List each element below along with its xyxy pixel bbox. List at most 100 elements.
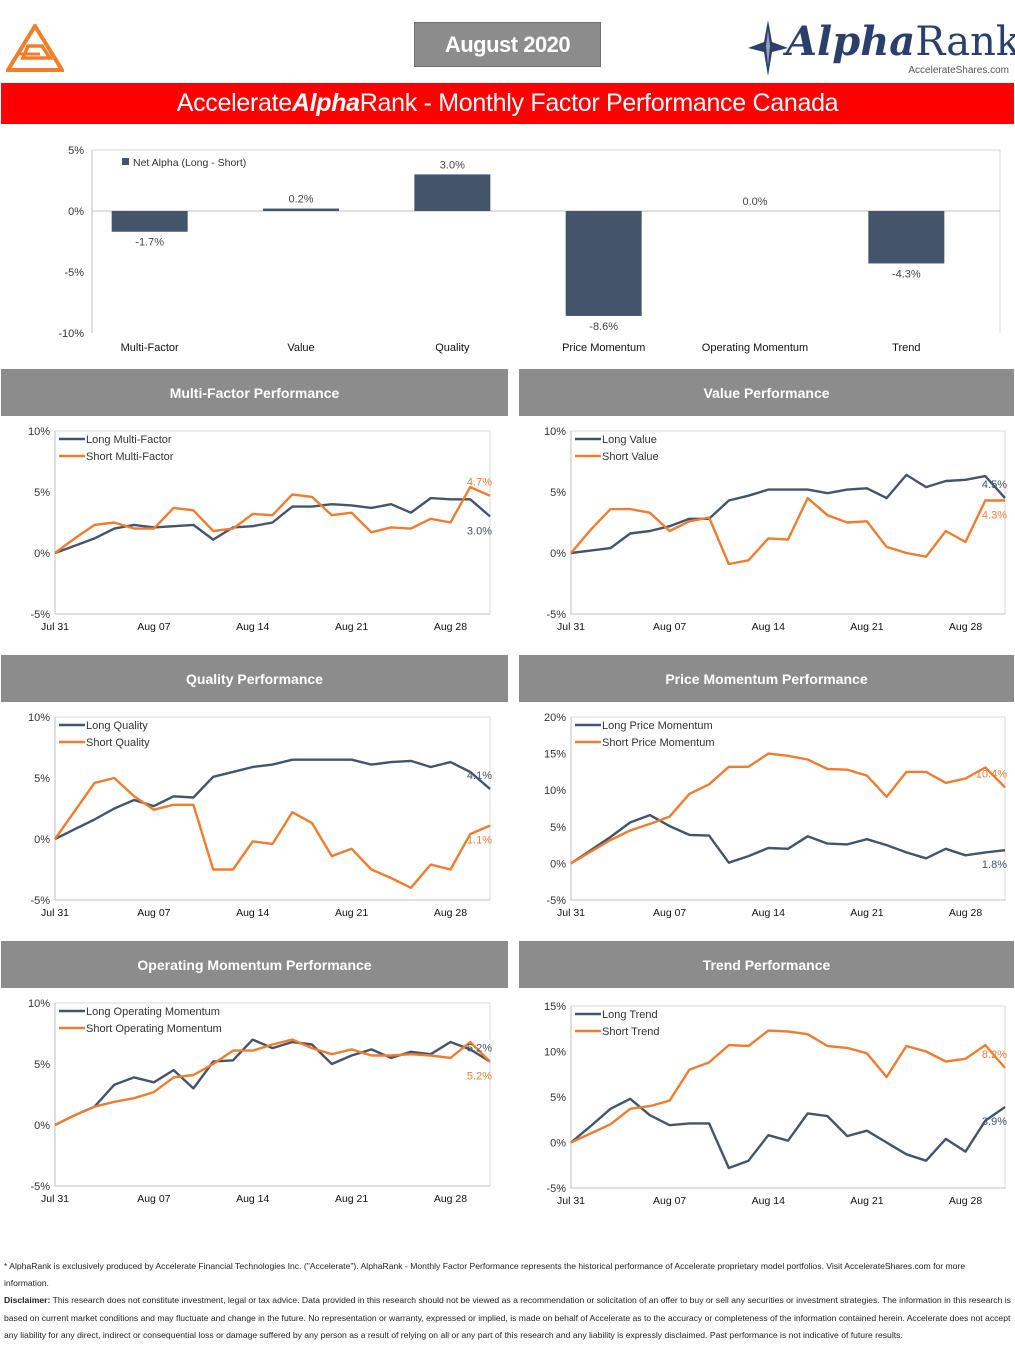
brand-website: AccelerateShares.com: [908, 65, 1009, 76]
series-end-label: 1.8%: [982, 859, 1007, 871]
bar-data-label: 3.0%: [440, 159, 465, 171]
series-line-short-quality: [54, 776, 491, 889]
y-tick-label: -5%: [546, 609, 566, 621]
section-header-price-momentum: Price Momentum Performance: [519, 655, 1014, 702]
y-tick-label: -10%: [58, 328, 84, 340]
bar-multi-factor: [111, 211, 188, 232]
x-tick-label: Aug 14: [236, 1193, 269, 1205]
legend-label: Short Price Momentum: [602, 737, 714, 749]
x-tick-label: Aug 21: [335, 1193, 368, 1205]
y-tick-label: 0%: [68, 206, 84, 218]
y-tick-label: 0%: [550, 548, 566, 560]
bar-data-label: -8.6%: [589, 321, 618, 333]
x-tick-label: Jul 31: [41, 621, 69, 633]
legend-label: Short Multi-Factor: [86, 451, 174, 463]
x-tick-label: Aug 07: [653, 1195, 686, 1207]
accelerate-logo-icon: [6, 24, 64, 72]
trend-line-chart: 15% 10% 5% 0% -5%Jul 31 Aug 07 Aug 14 Aug 21 Aug…: [544, 1001, 1007, 1207]
y-tick-label: 5%: [550, 487, 566, 499]
series-end-label: 8.2%: [982, 1049, 1007, 1061]
legend-label: Long Quality: [86, 720, 148, 732]
title-alpha: Alpha: [291, 89, 360, 117]
bar-quality: [414, 174, 491, 211]
x-tick-label: Aug 21: [335, 907, 368, 919]
series-line-short-multi-factor: [54, 485, 491, 554]
x-tick-label: Aug 14: [236, 907, 269, 919]
series-line-long-quality: [54, 758, 491, 841]
x-tick-label: Aug 07: [653, 621, 686, 633]
series-end-label: 5.2%: [467, 1071, 492, 1083]
legend-label: Short Trend: [602, 1026, 659, 1038]
x-tick-label: Aug 07: [137, 907, 170, 919]
y-tick-label: -5%: [30, 895, 50, 907]
legend-label: Long Price Momentum: [602, 720, 713, 732]
series-line-short-price-momentum: [570, 752, 1006, 865]
series-end-label: 1.1%: [467, 835, 492, 847]
x-tick-label: Aug 28: [434, 907, 467, 919]
y-tick-label: 0%: [550, 1138, 566, 1150]
bar-value: [263, 208, 339, 211]
series-line-short-trend: [570, 1029, 1006, 1144]
y-tick-label: 10%: [28, 426, 50, 438]
series-end-label: 3.9%: [982, 1116, 1007, 1128]
legend-label: Short Operating Momentum: [86, 1023, 222, 1035]
series-line-short-value: [570, 496, 1005, 566]
brand-rank: Rank: [915, 19, 1015, 65]
y-tick-label: 10%: [544, 785, 566, 797]
x-category-label: Price Momentum: [562, 342, 645, 354]
x-tick-label: Aug 07: [137, 621, 170, 633]
series-end-label: 4.1%: [467, 770, 492, 782]
legend-label: Net Alpha (Long - Short): [133, 157, 246, 169]
brand-wordmark: AlphaRank: [786, 18, 1015, 65]
x-tick-label: Aug 21: [335, 621, 368, 633]
x-tick-label: Aug 28: [949, 1195, 982, 1207]
y-tick-label: 10%: [28, 998, 50, 1010]
section-header-multi-factor: Multi-Factor Performance: [1, 369, 508, 416]
x-tick-label: Aug 21: [850, 1195, 883, 1207]
series-line-long-operating-momentum: [54, 1038, 491, 1127]
y-tick-label: 15%: [544, 1001, 566, 1013]
series-end-label: 4.5%: [982, 479, 1007, 491]
y-tick-label: 0%: [34, 1120, 50, 1132]
series-line-long-value: [570, 473, 1006, 555]
brand-alpha: Alpha: [786, 18, 916, 65]
disclaimer-body: This research does not constitute invest…: [4, 1295, 1011, 1340]
legend-label: Long Multi-Factor: [86, 434, 172, 446]
series-end-label: 4.7%: [467, 477, 492, 489]
x-tick-label: Aug 21: [850, 621, 883, 633]
y-tick-label: 10%: [544, 1047, 566, 1059]
series-end-label: 3.0%: [467, 525, 492, 537]
y-tick-label: 5%: [550, 1092, 566, 1104]
legend-label: Long Operating Momentum: [86, 1006, 220, 1018]
series-line-short-operating-momentum: [54, 1038, 491, 1127]
y-tick-label: -5%: [64, 267, 84, 279]
legend-label: Short Value: [602, 451, 659, 463]
footer-disclaimer: * AlphaRank is exclusively produced by A…: [4, 1258, 1012, 1344]
y-tick-label: 0%: [550, 858, 566, 870]
x-category-label: Operating Momentum: [702, 342, 808, 354]
value-line-chart: 10% 5% 0% -5%Jul 31 Aug 07 Aug 14 Aug 21 Aug 28…: [544, 426, 1007, 633]
section-header-quality: Quality Performance: [1, 655, 508, 702]
y-tick-label: 10%: [544, 426, 566, 438]
y-tick-label: -5%: [30, 1181, 50, 1193]
x-tick-label: Aug 14: [752, 1195, 785, 1207]
x-tick-label: Aug 07: [653, 907, 686, 919]
x-tick-label: Aug 28: [434, 1193, 467, 1205]
series-line-long-price-momentum: [570, 813, 1006, 865]
net-alpha-bar-chart: 5% 0% -5% -10% -1.7% Multi-Factor 0.2% Value 3.0…: [58, 145, 1001, 354]
x-tick-label: Aug 07: [137, 1193, 170, 1205]
series-end-label: 10.4%: [976, 768, 1007, 780]
y-tick-label: 10%: [28, 712, 50, 724]
bar-data-label: 0.2%: [288, 194, 313, 206]
section-header-trend: Trend Performance: [519, 941, 1014, 988]
quality-line-chart: 10% 5% 0% -5%Jul 31 Aug 07 Aug 14 Aug 21 Aug 28…: [28, 712, 492, 919]
x-tick-label: Aug 14: [752, 907, 785, 919]
y-tick-label: -5%: [30, 609, 50, 621]
x-tick-label: Jul 31: [41, 907, 69, 919]
title-post: Rank - Monthly Factor Performance Canada: [359, 89, 839, 117]
legend-label: Long Trend: [602, 1009, 658, 1021]
x-category-label: Value: [287, 342, 314, 354]
bar-trend: [868, 211, 945, 264]
y-tick-label: 5%: [68, 145, 84, 157]
x-tick-label: Aug 14: [752, 621, 785, 633]
